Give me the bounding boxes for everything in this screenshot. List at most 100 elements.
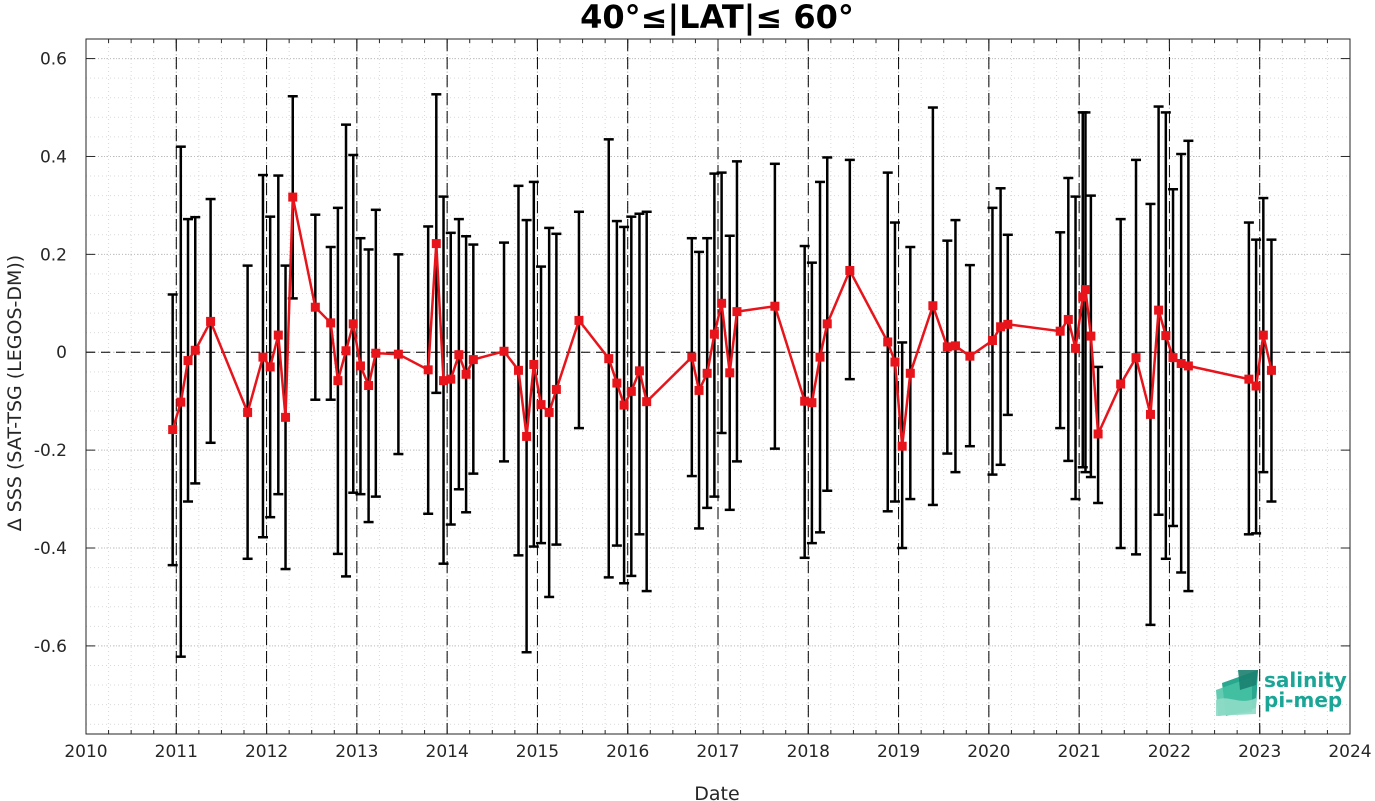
data-point-marker (1116, 379, 1126, 389)
data-point-marker (897, 441, 907, 451)
data-point-marker (355, 361, 365, 371)
data-point-marker (942, 342, 952, 352)
data-point-marker (468, 355, 478, 365)
tick-labels: 2010 2011 2012 2013 2014 2015 2016 2017 2018 2019… (34, 50, 1372, 762)
data-point-marker (604, 354, 614, 364)
data-point-marker (258, 352, 268, 362)
data-point-marker (1154, 305, 1164, 315)
data-point-marker (454, 350, 464, 360)
x-tick-label: 2022 (1148, 742, 1191, 762)
x-tick-label: 2016 (606, 742, 649, 762)
data-point-marker (326, 318, 336, 328)
data-point-marker (281, 412, 291, 422)
data-point-marker (371, 348, 381, 358)
data-point-marker (310, 302, 320, 312)
y-tick-label: 0.6 (40, 50, 67, 70)
data-point-marker (770, 301, 780, 311)
y-tick-label: 0 (56, 343, 67, 363)
series-markers (168, 192, 1276, 451)
data-point-marker (634, 366, 644, 376)
data-point-marker (1078, 292, 1088, 302)
data-point-marker (348, 319, 358, 329)
data-point-marker (243, 407, 253, 417)
y-tick-label: -0.2 (34, 441, 67, 461)
data-point-marker (206, 316, 216, 326)
data-point-marker (529, 359, 539, 369)
data-point-marker (393, 349, 403, 359)
data-point-marker (574, 315, 584, 325)
data-point-marker (965, 351, 975, 361)
data-point-marker (1266, 365, 1276, 375)
data-point-marker (732, 307, 742, 317)
data-point-marker (190, 345, 200, 355)
data-point-marker (522, 431, 532, 441)
data-point-marker (499, 346, 509, 356)
data-point-marker (815, 352, 825, 362)
data-point-marker (544, 407, 554, 417)
data-point-marker (890, 357, 900, 367)
data-point-marker (168, 425, 178, 435)
data-point-marker (1145, 409, 1155, 419)
data-point-marker (536, 400, 546, 410)
data-point-marker (845, 266, 855, 276)
data-point-marker (423, 365, 433, 375)
data-point-marker (1168, 353, 1178, 363)
data-point-marker (273, 330, 283, 340)
x-tick-label: 2010 (64, 742, 107, 762)
data-point-marker (928, 301, 938, 311)
chart-title: 40°≤|LAT|≤ 60° (580, 0, 854, 37)
y-tick-label: -0.4 (34, 539, 67, 559)
y-tick-label: -0.6 (34, 637, 67, 657)
data-point-marker (461, 369, 471, 379)
data-point-marker (1251, 381, 1261, 391)
data-point-marker (183, 356, 193, 366)
data-point-marker (950, 341, 960, 351)
data-point-marker (702, 368, 712, 378)
data-point-marker (364, 381, 374, 391)
data-point-marker (709, 329, 719, 339)
data-point-marker (1258, 330, 1268, 340)
data-point-marker (1080, 285, 1090, 295)
wave-logo-icon (1216, 670, 1258, 716)
axes (85, 38, 1351, 735)
x-tick-label: 2012 (245, 742, 288, 762)
x-tick-label: 2023 (1238, 742, 1281, 762)
reference-lines (86, 39, 1350, 734)
data-point-marker (642, 397, 652, 407)
data-point-marker (431, 239, 441, 249)
data-point-marker (822, 319, 832, 329)
data-point-marker (288, 192, 298, 202)
data-point-marker (694, 385, 704, 395)
data-point-marker (1071, 343, 1081, 353)
x-tick-label: 2017 (696, 742, 739, 762)
x-tick-label: 2011 (155, 742, 198, 762)
data-point-marker (333, 376, 343, 386)
data-point-marker (513, 365, 523, 375)
data-point-marker (176, 397, 186, 407)
logo-text-pi-mep: pi-mep (1264, 688, 1342, 712)
data-point-marker (265, 362, 275, 372)
x-tick-label: 2019 (877, 742, 920, 762)
data-point-marker (626, 386, 636, 396)
data-point-marker (1003, 319, 1013, 329)
data-point-marker (883, 337, 893, 347)
data-point-marker (687, 352, 697, 362)
data-point-marker (807, 398, 817, 408)
data-point-marker (341, 346, 351, 356)
x-tick-label: 2015 (516, 742, 559, 762)
data-point-marker (905, 368, 915, 378)
data-point-marker (551, 384, 561, 394)
y-axis-label: Δ SSS (SAT-TSG (LEGOS-DM)) (4, 255, 26, 531)
x-tick-label: 2014 (426, 742, 469, 762)
x-tick-label: 2018 (787, 742, 830, 762)
data-point-marker (619, 400, 629, 410)
data-point-marker (1063, 314, 1073, 324)
data-point-marker (1183, 361, 1193, 371)
x-tick-label: 2024 (1328, 742, 1371, 762)
x-tick-label: 2020 (967, 742, 1010, 762)
data-point-marker (446, 374, 456, 384)
salinity-pi-mep-logo: salinity pi-mep (1216, 668, 1347, 716)
